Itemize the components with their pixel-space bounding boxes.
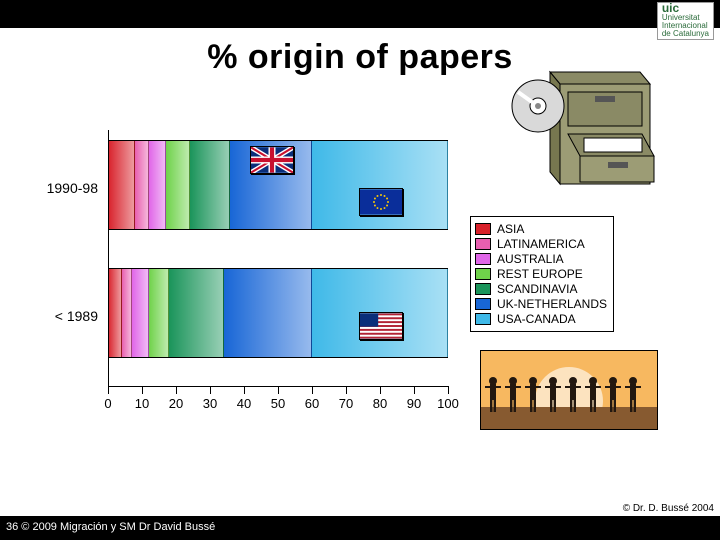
bar-segment [149, 140, 166, 230]
people-silhouette-icon [480, 350, 658, 430]
legend-swatch [475, 238, 491, 250]
filing-cabinet-icon [480, 62, 658, 202]
x-tick-label: 0 [96, 396, 120, 411]
footer-text: 36 © 2009 Migración y SM Dr David Bussé [6, 521, 215, 533]
legend-label: LATINAMERICA [497, 237, 585, 251]
legend-label: REST EUROPE [497, 267, 583, 281]
university-logo: uic Universitat Internacional de Catalun… [657, 2, 714, 40]
legend-label: UK-NETHERLANDS [497, 297, 607, 311]
x-tick-label: 30 [198, 396, 222, 411]
bar-segment [166, 140, 190, 230]
legend-item: REST EUROPE [475, 267, 607, 281]
legend-label: SCANDINAVIA [497, 282, 577, 296]
legend-swatch [475, 268, 491, 280]
legend-swatch [475, 283, 491, 295]
inline-copyright: © Dr. D. Bussé 2004 [623, 503, 714, 514]
x-tick-label: 70 [334, 396, 358, 411]
legend-label: USA-CANADA [497, 312, 576, 326]
legend-label: AUSTRALIA [497, 252, 564, 266]
legend-item: AUSTRALIA [475, 252, 607, 266]
bar-segment [132, 268, 149, 358]
bar-segment [135, 140, 149, 230]
x-tick-label: 40 [232, 396, 256, 411]
x-tick-label: 50 [266, 396, 290, 411]
legend-item: SCANDINAVIA [475, 282, 607, 296]
category-label-1: < 1989 [28, 308, 98, 324]
bar-segment [108, 268, 122, 358]
legend-item: UK-NETHERLANDS [475, 297, 607, 311]
x-tick-label: 100 [436, 396, 460, 411]
category-label-0: 1990-98 [28, 180, 98, 196]
x-tick-label: 80 [368, 396, 392, 411]
x-tick-label: 90 [402, 396, 426, 411]
top-bar: uic Universitat Internacional de Catalun… [0, 0, 720, 28]
x-tick-label: 20 [164, 396, 188, 411]
stacked-bar-chart: 0102030405060708090100 [108, 130, 448, 430]
legend-item: ASIA [475, 222, 607, 236]
legend-swatch [475, 253, 491, 265]
x-tick-label: 60 [300, 396, 324, 411]
footer-bar: 36 © 2009 Migración y SM Dr David Bussé [0, 516, 720, 540]
legend-item: USA-CANADA [475, 312, 607, 326]
legend-swatch [475, 223, 491, 235]
bar-segment [149, 268, 169, 358]
logo-line-4: de Catalunya [662, 29, 709, 38]
eu-flag [359, 188, 403, 216]
legend: ASIALATINAMERICAAUSTRALIAREST EUROPESCAN… [470, 216, 614, 332]
bar-segment [224, 268, 312, 358]
legend-swatch [475, 298, 491, 310]
content-area: 1990-98 < 1989 0102030405060708090100 AS… [50, 130, 670, 470]
uk-flag [250, 146, 294, 174]
bar-segment [169, 268, 223, 358]
legend-label: ASIA [497, 222, 524, 236]
bar-segment [108, 140, 135, 230]
bar-segment [122, 268, 132, 358]
x-tick-label: 10 [130, 396, 154, 411]
legend-item: LATINAMERICA [475, 237, 607, 251]
legend-swatch [475, 313, 491, 325]
usa-flag [359, 312, 403, 340]
bar-segment [190, 140, 231, 230]
